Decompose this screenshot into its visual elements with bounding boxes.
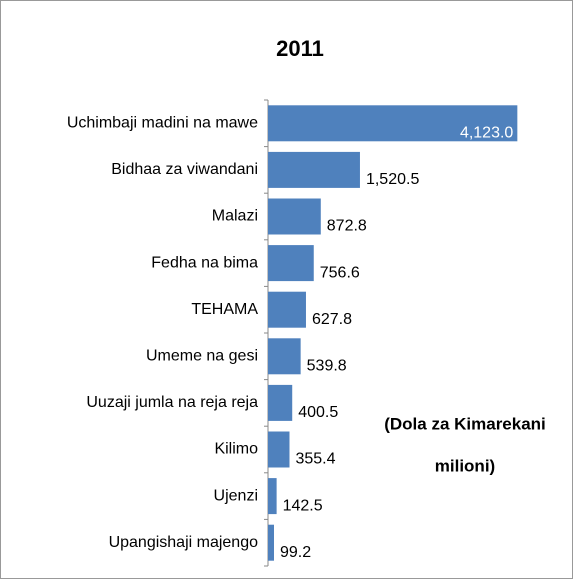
y-tick-label: Fedha na bima [151,254,258,271]
bar [268,245,314,282]
y-tick-label: Uchimbaji madini na mawe [67,115,258,132]
bar [268,105,518,142]
data-label: 99.2 [280,544,311,561]
y-tick-label: Uuzaji jumla na reja reja [86,394,258,411]
bar [268,384,293,421]
chart-title: 2011 [276,36,324,61]
y-tick-label: Upangishaji majengo [109,534,259,551]
data-label: 539.8 [307,358,347,375]
data-label: 355.4 [295,451,335,468]
data-label: 872.8 [327,218,367,235]
bar [268,431,290,468]
annotation: milioni) [435,456,495,475]
y-tick-label: Bidhaa za viwandani [111,161,258,178]
data-label: 142.5 [283,497,323,514]
data-label: 627.8 [312,311,352,328]
data-label: 756.6 [320,264,360,281]
data-label: 4,123.0 [460,125,513,142]
bar [268,524,274,561]
y-tick-label: Malazi [212,208,258,225]
bar [268,198,321,235]
bar [268,151,360,188]
annotation: (Dola za Kimarekani [384,414,546,433]
y-tick-label: TEHAMA [191,301,258,318]
data-label: 400.5 [298,404,338,421]
y-tick-label: Umeme na gesi [146,348,258,365]
bar [268,291,306,328]
y-tick-label: Ujenzi [214,487,258,504]
bar [268,338,301,375]
bar [268,478,277,515]
y-tick-label: Kilimo [214,441,258,458]
data-label: 1,520.5 [366,171,419,188]
